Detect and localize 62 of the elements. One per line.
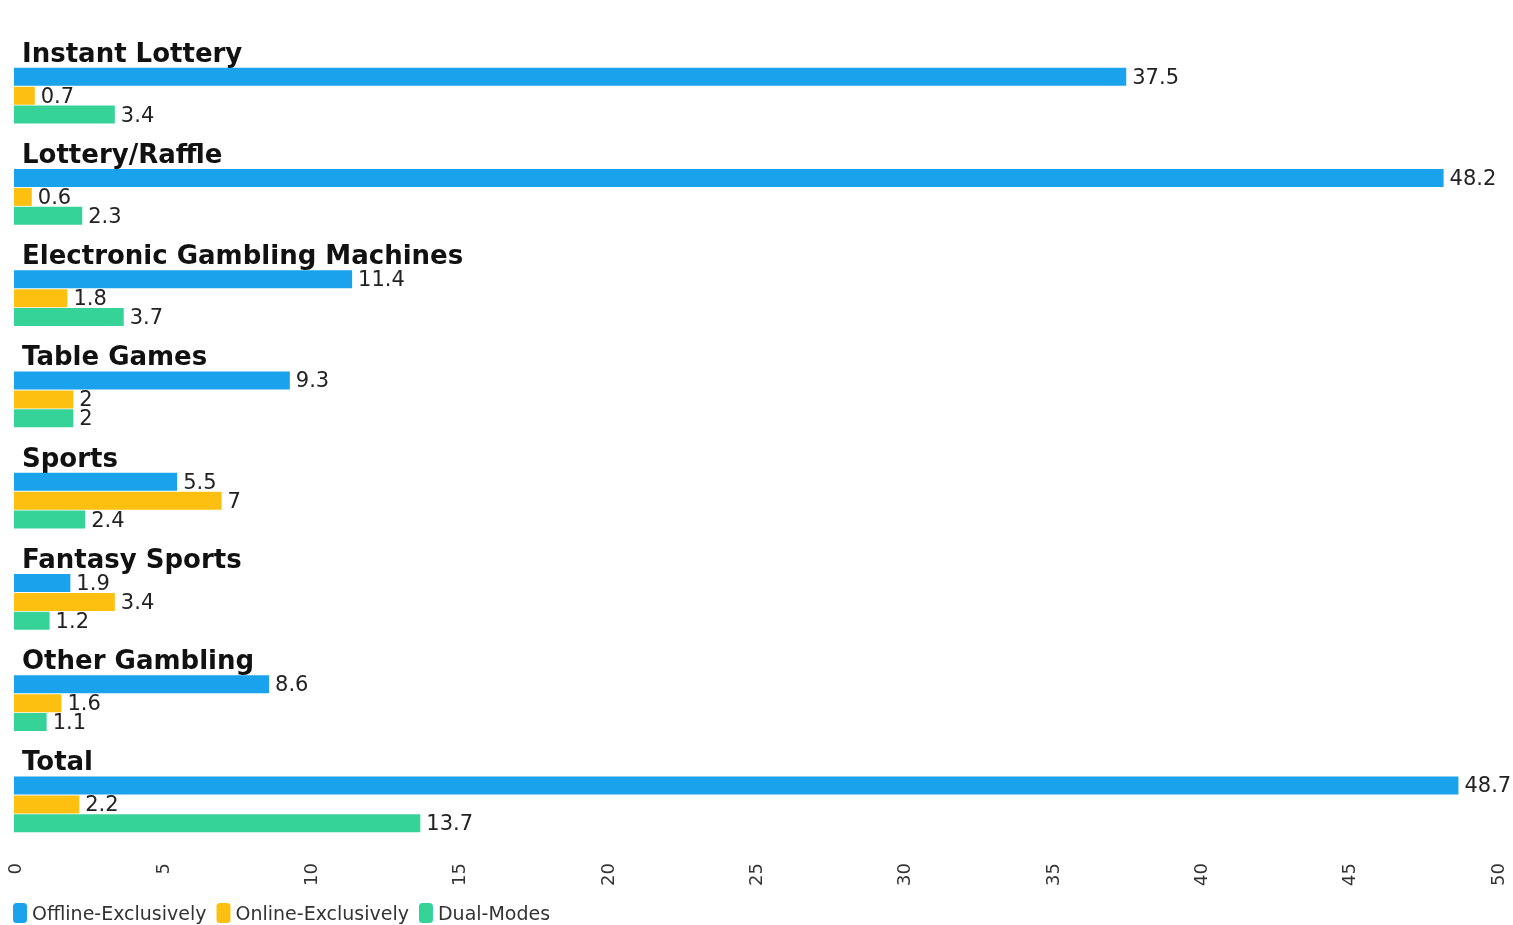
data-label: 2.4 [91, 507, 125, 532]
bar [14, 86, 35, 105]
bar [14, 694, 62, 713]
x-tick-label: 10 [300, 863, 322, 886]
data-label: 1.8 [73, 286, 107, 311]
bar [14, 675, 270, 694]
x-tick-label: 20 [596, 863, 618, 886]
data-label: 7 [227, 488, 241, 513]
bar [14, 592, 115, 611]
data-label: 5.5 [183, 469, 217, 494]
data-label: 2.2 [85, 792, 119, 817]
bar [14, 187, 32, 206]
data-label: 9.3 [295, 368, 330, 393]
bar [14, 611, 50, 630]
y-tick-label: Sports [22, 442, 118, 473]
bar [14, 289, 68, 308]
y-tick-label: Other Gambling [22, 645, 255, 676]
data-label: 48.2 [1449, 165, 1497, 190]
bar [14, 206, 83, 225]
bar [14, 270, 353, 289]
y-tick-label: Lottery/Raffle [22, 138, 223, 169]
bar [14, 491, 222, 510]
bar [14, 573, 71, 592]
bar [14, 371, 290, 390]
bar [14, 814, 421, 833]
x-tick-label: 30 [893, 863, 915, 886]
bar [14, 472, 178, 491]
x-tick-label: 40 [1189, 863, 1211, 886]
x-tick-label: 45 [1338, 863, 1360, 886]
bar [14, 308, 124, 327]
legend-label: Offline-Exclusively [32, 902, 207, 924]
data-label: 48.7 [1464, 773, 1512, 798]
x-tick-label: 0 [3, 863, 25, 875]
bar [14, 105, 115, 124]
y-tick-label: Table Games [22, 341, 208, 372]
x-tick-label: 15 [448, 863, 470, 886]
data-label: 3.4 [120, 102, 155, 127]
bar [14, 713, 47, 732]
data-label: 13.7 [426, 811, 474, 836]
bar [14, 390, 74, 409]
x-tick-label: 25 [745, 863, 766, 886]
x-tick-label: 50 [1486, 863, 1508, 886]
y-tick-label: Instant Lottery [22, 37, 243, 68]
data-label: 0.6 [37, 184, 72, 209]
y-tick-label: Total [22, 746, 94, 777]
x-tick-label: 5 [151, 863, 173, 875]
data-label: 3.7 [129, 305, 164, 330]
bar [14, 409, 74, 428]
legend-label: Dual-Modes [437, 902, 551, 924]
bar [14, 795, 80, 814]
bar [14, 168, 1444, 187]
bar [14, 510, 86, 529]
data-label: 37.5 [1132, 64, 1180, 89]
legend-label: Online-Exclusively [235, 902, 409, 924]
bar [14, 776, 1459, 795]
data-label: 1.2 [55, 608, 89, 633]
x-tick-label: 35 [1041, 863, 1063, 886]
data-label: 8.6 [275, 672, 309, 697]
bar [14, 67, 1127, 86]
data-label: 0.7 [40, 83, 75, 108]
data-label: 3.4 [120, 589, 155, 614]
data-label: 2.3 [88, 203, 122, 228]
